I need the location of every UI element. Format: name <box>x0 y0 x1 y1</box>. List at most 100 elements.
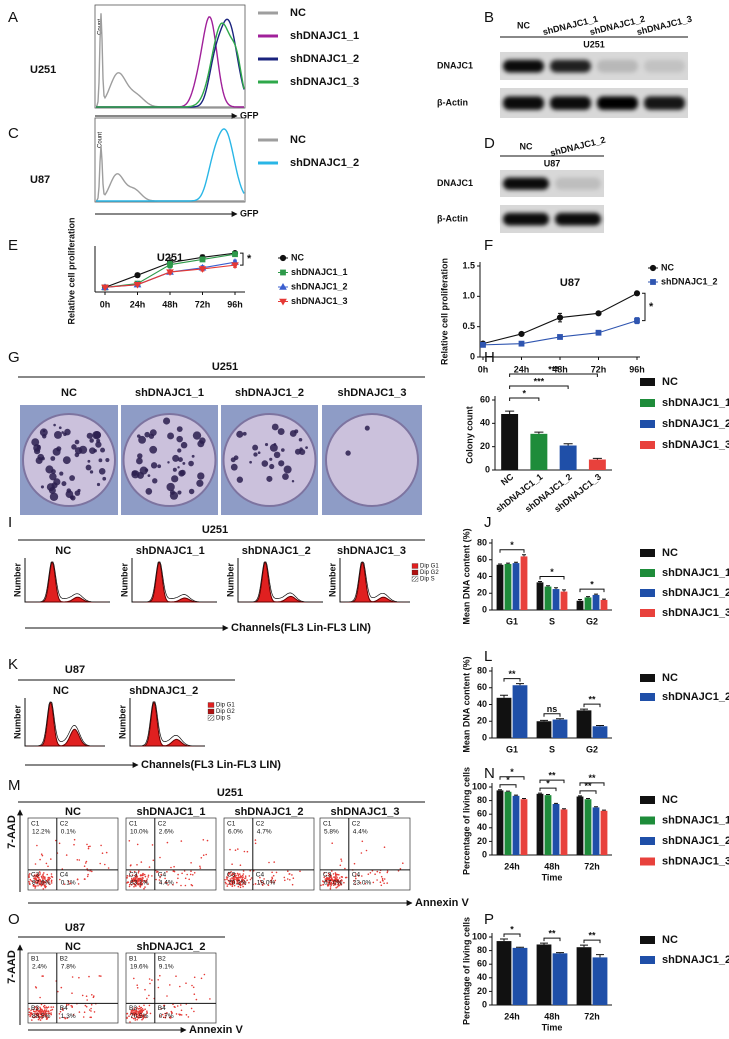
colony <box>282 473 289 480</box>
event-dot <box>147 876 149 878</box>
colony <box>236 476 244 483</box>
event-dot <box>39 1009 41 1012</box>
quadrant-percent: 2.4% <box>32 964 47 971</box>
event-dot <box>146 878 148 880</box>
event-dot <box>136 1015 139 1018</box>
event-dot <box>140 875 142 877</box>
event-dot <box>47 882 50 884</box>
event-dot <box>232 878 235 881</box>
point <box>232 251 238 258</box>
legend-label: NC <box>290 134 306 146</box>
error-bar <box>514 794 518 796</box>
event-dot <box>42 888 45 890</box>
event-dot <box>39 996 41 999</box>
error-bar <box>556 718 564 720</box>
event-dot <box>128 885 131 888</box>
quadrant-percent: 0.1% <box>61 880 76 887</box>
column-label: shDNAJC1_1 <box>136 545 205 557</box>
x-tick-label: S <box>549 616 555 626</box>
point <box>634 317 640 324</box>
bar <box>520 799 528 855</box>
event-dot <box>244 877 247 879</box>
colony <box>242 431 247 436</box>
event-dot <box>328 874 331 876</box>
event-dot <box>200 857 203 859</box>
bar <box>560 809 568 855</box>
event-dot <box>167 884 169 886</box>
legend-label: shDNAJC1_2 <box>291 281 348 291</box>
legend-swatch <box>640 441 655 449</box>
event-dot <box>34 1015 37 1018</box>
y-tick-label: 1.0 <box>462 291 475 301</box>
quadrant-percent: 19.0% <box>257 880 276 887</box>
event-dot <box>138 1005 141 1008</box>
error-bar <box>540 719 548 722</box>
event-dot <box>69 882 72 885</box>
event-dot <box>148 1004 151 1007</box>
event-dot <box>134 880 137 883</box>
quadrant-name: B2 <box>158 956 166 963</box>
quadrant-percent: 0.7% <box>159 1013 174 1020</box>
event-dot <box>336 876 338 879</box>
bar <box>592 726 608 738</box>
event-dot <box>231 885 234 887</box>
event-dot <box>379 871 381 874</box>
event-dot <box>335 879 338 881</box>
event-dot <box>146 1010 148 1012</box>
event-dot <box>131 879 133 881</box>
quadrant-name: C1 <box>129 821 138 828</box>
event-dot <box>126 875 129 877</box>
event-dot <box>50 1006 52 1008</box>
colony <box>77 488 81 493</box>
event-dot <box>148 994 150 997</box>
event-dot <box>248 875 251 877</box>
event-dot <box>137 883 139 886</box>
legend-label: shDNAJC1_2 <box>661 276 718 286</box>
event-dot <box>239 864 242 866</box>
bar <box>592 807 600 855</box>
g2-peak <box>131 738 203 747</box>
plot-title: shDNAJC1_2 <box>136 941 205 953</box>
quadrant-percent: 10.0% <box>130 829 149 836</box>
event-dot <box>193 872 196 874</box>
colony <box>172 454 180 462</box>
event-dot <box>45 1009 48 1011</box>
y-tick-label: 60 <box>480 394 490 404</box>
significance-label: ns <box>547 704 558 714</box>
event-dot <box>337 882 340 885</box>
event-dot <box>134 1019 137 1021</box>
blot-band <box>644 59 685 73</box>
event-dot <box>183 870 186 872</box>
event-dot <box>361 875 363 877</box>
event-dot <box>30 1009 32 1012</box>
event-dot <box>202 839 205 841</box>
event-dot <box>254 883 257 885</box>
event-dot <box>141 1018 143 1021</box>
event-dot <box>180 840 183 842</box>
event-dot <box>48 879 50 881</box>
cell-line-label: U251 <box>217 787 243 799</box>
event-dot <box>354 875 357 878</box>
event-dot <box>71 992 73 994</box>
y-tick-label: 0 <box>482 732 487 742</box>
event-dot <box>239 884 242 886</box>
significance-label: ** <box>584 781 592 791</box>
event-dot <box>242 870 245 872</box>
colony <box>53 478 61 486</box>
significance-bracket <box>583 703 601 708</box>
event-dot <box>244 883 247 885</box>
event-dot <box>133 885 135 888</box>
y-tick-label: 80 <box>477 665 487 675</box>
bar <box>576 710 592 738</box>
event-dot <box>42 1005 45 1008</box>
event-dot <box>39 1008 42 1011</box>
event-dot <box>168 1016 171 1019</box>
event-dot <box>144 1008 146 1010</box>
event-dot <box>71 976 74 978</box>
quadrant-percent: 87.6% <box>32 880 51 887</box>
event-dot <box>331 870 333 872</box>
event-dot <box>397 870 400 872</box>
point <box>231 262 239 270</box>
event-dot <box>42 877 44 879</box>
legend-label: NC <box>290 7 306 19</box>
